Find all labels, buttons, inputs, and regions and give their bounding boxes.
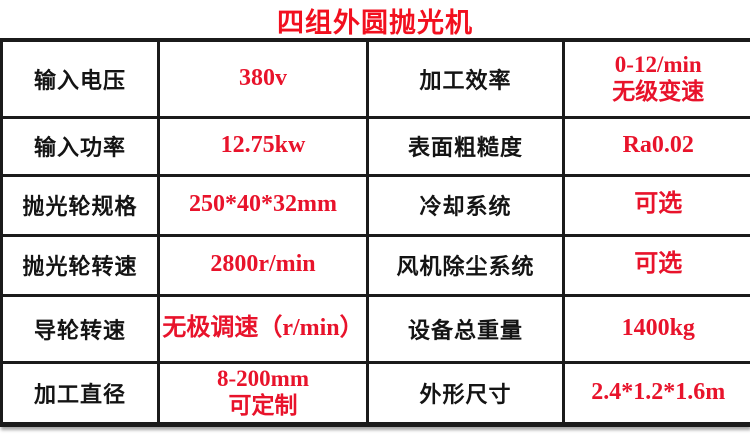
table-row: 输入电压 380v 加工效率 0-12/min 无级变速 xyxy=(0,38,750,119)
spec-value: Ra0.02 xyxy=(562,115,750,177)
page-title: 四组外圆抛光机 xyxy=(277,7,473,38)
spec-value: 1400kg xyxy=(562,293,750,364)
table-row: 导轮转速 无极调速（r/min） 设备总重量 1400kg xyxy=(0,293,750,364)
spec-label: 抛光轮转速 xyxy=(0,233,160,297)
spec-label: 设备总重量 xyxy=(366,293,565,364)
table-row: 输入功率 12.75kw 表面粗糙度 Ra0.02 xyxy=(0,115,750,177)
spec-value: 8-200mm 可定制 xyxy=(157,360,369,426)
spec-value: 250*40*32mm xyxy=(157,173,369,237)
spec-label: 输入电压 xyxy=(0,38,160,119)
table-row: 抛光轮转速 2800r/min 风机除尘系统 可选 xyxy=(0,233,750,297)
spec-value: 0-12/min 无级变速 xyxy=(562,38,750,119)
spec-label: 抛光轮规格 xyxy=(0,173,160,237)
spec-value: 2.4*1.2*1.6m xyxy=(562,360,750,426)
spec-table: 输入电压 380v 加工效率 0-12/min 无级变速 输入功率 12.75k… xyxy=(0,38,750,427)
spec-value: 380v xyxy=(157,38,369,119)
spec-label: 外形尺寸 xyxy=(366,360,565,426)
table-row: 加工直径 8-200mm 可定制 外形尺寸 2.4*1.2*1.6m xyxy=(0,360,750,426)
spec-value: 12.75kw xyxy=(157,115,369,177)
spec-label: 冷却系统 xyxy=(366,173,565,237)
spec-label: 加工直径 xyxy=(0,360,160,426)
spec-label: 输入功率 xyxy=(0,115,160,177)
spec-label: 表面粗糙度 xyxy=(366,115,565,177)
spec-label: 加工效率 xyxy=(366,38,565,119)
spec-value: 可选 xyxy=(562,173,750,237)
spec-label: 风机除尘系统 xyxy=(366,233,565,297)
spec-value: 无极调速（r/min） xyxy=(157,293,369,364)
spec-label: 导轮转速 xyxy=(0,293,160,364)
table-row: 抛光轮规格 250*40*32mm 冷却系统 可选 xyxy=(0,173,750,237)
spec-value: 可选 xyxy=(562,233,750,297)
spec-value: 2800r/min xyxy=(157,233,369,297)
